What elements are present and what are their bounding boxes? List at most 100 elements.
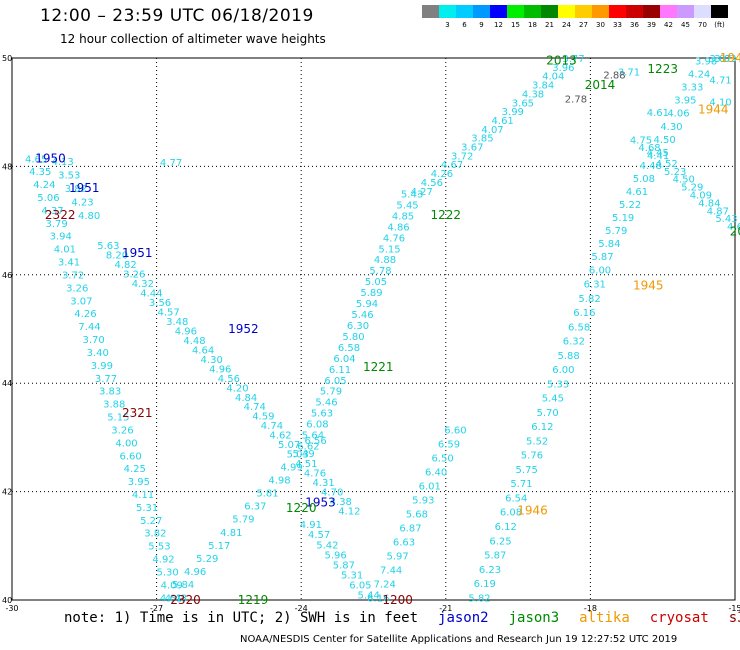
wave-height-value: 5.15 <box>378 244 400 255</box>
wave-height-value: 4.04 <box>542 72 564 83</box>
wave-height-value: 4.84 <box>698 198 720 209</box>
wave-height-value: 4.23 <box>71 198 93 209</box>
wave-height-value: 5.05 <box>365 277 387 288</box>
wave-height-value: 5.71 <box>510 479 532 490</box>
pass-time-label: 2322 <box>45 208 76 222</box>
wave-height-value: 4.09 <box>161 580 183 591</box>
wave-height-value: 4.25 <box>124 464 146 475</box>
wave-height-value: 6.05 <box>324 376 346 387</box>
wave-height-value: 3.03 <box>714 54 736 65</box>
wave-height-value: 5.27 <box>140 516 162 527</box>
colorbar-swatch <box>677 5 694 18</box>
wave-height-value: 5.53 <box>148 542 170 553</box>
colorbar-swatch <box>626 5 643 18</box>
wave-height-value: 4.61 <box>626 187 648 198</box>
colorbar-swatch <box>439 5 456 18</box>
wave-height-value: 7.44 <box>380 565 402 576</box>
pass-time-label: 2013 <box>546 54 577 68</box>
wave-height-value: 4.67 <box>441 160 463 171</box>
wave-height-value: 5.79 <box>232 515 254 526</box>
wave-height-value: 5.97 <box>386 551 408 562</box>
wave-height-value: 5.63 <box>311 409 333 420</box>
wave-height-value: 6.58 <box>338 343 360 354</box>
wave-height-value: 4.84 <box>235 393 257 404</box>
wave-height-value: 4.71 <box>709 76 731 87</box>
colorbar-swatch <box>422 5 439 18</box>
wave-height-value: 5.45 <box>396 200 418 211</box>
wave-height-value: 5.30 <box>157 567 179 578</box>
wave-height-value: 4.99 <box>280 462 302 473</box>
wave-height-value: 4.37 <box>41 206 63 217</box>
colorbar-cell <box>422 5 439 29</box>
wave-height-value: 5.46 <box>351 310 373 321</box>
wave-height-value: 6.37 <box>244 502 266 513</box>
wave-height-value: 6.04 <box>333 354 355 365</box>
colorbar-swatch <box>507 5 524 18</box>
colorbar-label: 45 <box>681 21 690 29</box>
wave-height-value: 3.84 <box>532 81 554 92</box>
wave-height-value: 5.82 <box>578 294 600 305</box>
wave-height-value: 4.30 <box>660 122 682 133</box>
wave-height-value: 4.50 <box>673 175 695 186</box>
wave-height-value: 5.33 <box>547 379 569 390</box>
pass-time-label: 1951 <box>69 181 100 195</box>
colorbar-label: 12 <box>494 21 503 29</box>
map-frame <box>11 57 736 601</box>
wave-height-value: 5.68 <box>406 509 428 520</box>
colorbar-label: 70 <box>698 21 707 29</box>
pass-time-label: 1950 <box>35 151 66 165</box>
pass-time-label: 1953 <box>305 495 336 509</box>
wave-height-value: 5.23 <box>664 167 686 178</box>
wave-height-value: 6.08 <box>500 508 522 519</box>
wave-height-value: 4.48 <box>165 593 187 604</box>
colorbar-cell: 18 <box>524 5 541 29</box>
wave-height-value: 4.74 <box>244 402 266 413</box>
colorbar-cell: 9 <box>473 5 490 29</box>
wave-height-value: 4.64 <box>192 345 214 356</box>
wave-height-value: 5.19 <box>612 213 634 224</box>
wave-height-value: 4.50 <box>653 135 675 146</box>
wave-height-value: 5.89 <box>360 288 382 299</box>
colorbar-cell: 27 <box>575 5 592 29</box>
colorbar-cell: 30 <box>592 5 609 29</box>
wave-height-value: 3.41 <box>58 258 80 269</box>
wave-height-value: 6.01 <box>419 481 441 492</box>
pass-time-label: 1945 <box>633 279 664 293</box>
wave-height-value: 3.53 <box>58 171 80 182</box>
pass-time-label: 1943 <box>720 51 740 65</box>
wave-height-value: 4.74 <box>261 421 283 432</box>
wave-height-value: 4.10 <box>709 97 731 108</box>
wave-height-value: 4.51 <box>295 459 317 470</box>
pass-time-label: 1220 <box>286 501 317 515</box>
wave-height-value: 5.03 <box>287 450 309 461</box>
wave-height-value: 5.31 <box>341 570 363 581</box>
colorbar-swatch <box>592 5 609 18</box>
wave-height-value: 4.81 <box>220 528 242 539</box>
wave-height-value: 6.30 <box>347 321 369 332</box>
colorbar-label: 39 <box>647 21 656 29</box>
wave-height-value: 6.12 <box>495 522 517 533</box>
wave-height-value: 6.05 <box>349 581 371 592</box>
wave-height-value: 6.19 <box>474 579 496 590</box>
wave-height-value: 4.91 <box>300 520 322 531</box>
wave-height-value: 5.84 <box>598 239 620 250</box>
wave-height-value: 4.76 <box>304 469 326 480</box>
wave-height-value: 4.01 <box>54 245 76 256</box>
wave-height-value: 4.62 <box>269 431 291 442</box>
wave-height-value: 5.79 <box>320 387 342 398</box>
colorbar-swatch <box>473 5 490 18</box>
longitude-tick-label: -27 <box>150 604 163 613</box>
colorbar-cell: 15 <box>507 5 524 29</box>
wave-height-value: 7.24 <box>374 579 396 590</box>
pass-time-label: 2320 <box>170 593 201 607</box>
wave-height-value: 4.30 <box>201 355 223 366</box>
wave-height-value: 5.96 <box>324 550 346 561</box>
wave-height-value: 5.63 <box>97 241 119 252</box>
colorbar-swatch <box>490 5 507 18</box>
wave-height-value: 4.70 <box>321 488 343 499</box>
colorbar-label: 21 <box>545 21 554 29</box>
wave-height-value: 5.15 <box>107 413 129 424</box>
wave-height-value: 3.83 <box>99 387 121 398</box>
colorbar-swatch <box>660 5 677 18</box>
